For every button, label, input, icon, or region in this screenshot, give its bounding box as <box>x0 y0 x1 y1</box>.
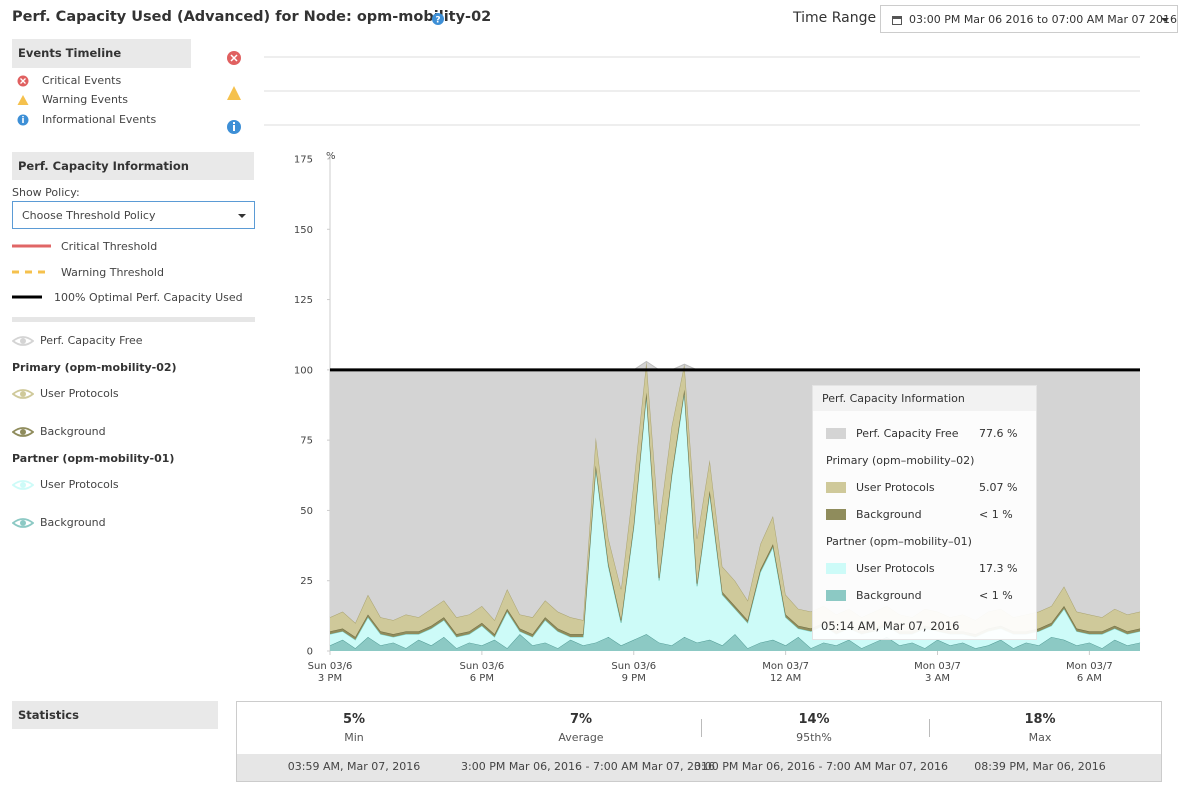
tooltip-label: Background <box>856 589 922 602</box>
stat-time: 3:00 PM Mar 06, 2016 - 7:00 AM Mar 07, 2… <box>461 760 701 773</box>
tooltip-value: 17.3 % <box>979 562 1017 575</box>
tooltip-title: Perf. Capacity Information <box>813 386 1036 411</box>
tooltip: Perf. Capacity Information Perf. Capacit… <box>812 385 1037 640</box>
x-tick-label: 3 AM <box>925 673 950 684</box>
stat-value: 14% <box>694 712 934 727</box>
tooltip-group: Partner (opm–mobility–01) <box>826 535 972 548</box>
y-tick-label: 175 <box>294 155 313 166</box>
y-tick-label: 125 <box>294 295 313 306</box>
tooltip-label: User Protocols <box>856 562 935 575</box>
y-tick-label: 0 <box>307 647 313 658</box>
swatch <box>826 590 846 601</box>
statistics-header: Statistics <box>12 701 218 729</box>
stat-value: 18% <box>920 712 1160 727</box>
tooltip-group: Primary (opm–mobility–02) <box>826 454 974 467</box>
x-tick-label: Mon 03/7 <box>1066 661 1113 672</box>
stat-time: 08:39 PM, Mar 06, 2016 <box>920 760 1160 773</box>
stat-value: 7% <box>461 712 701 727</box>
y-tick-label: 75 <box>300 436 313 447</box>
swatch <box>826 509 846 520</box>
stat-label: Max <box>920 731 1160 744</box>
stat-label: Average <box>461 731 701 744</box>
timeline-icons <box>227 51 241 134</box>
tooltip-value: < 1 % <box>979 508 1013 521</box>
tooltip-value: 77.6 % <box>979 427 1017 440</box>
y-tick-label: 150 <box>294 225 313 236</box>
y-unit: % <box>326 151 336 162</box>
swatch <box>826 428 846 439</box>
swatch <box>826 563 846 574</box>
stat-time: 3:00 PM Mar 06, 2016 - 7:00 AM Mar 07, 2… <box>694 760 934 773</box>
x-tick-label: 9 PM <box>622 673 646 684</box>
tooltip-label: User Protocols <box>856 481 935 494</box>
y-tick-label: 25 <box>300 576 313 587</box>
stat-label: 95th% <box>694 731 934 744</box>
swatch <box>826 482 846 493</box>
tooltip-label: Perf. Capacity Free <box>856 427 959 440</box>
tooltip-value: 5.07 % <box>979 481 1017 494</box>
x-tick-label: Mon 03/7 <box>762 661 809 672</box>
stat-value: 5% <box>234 712 474 727</box>
y-tick-label: 50 <box>300 506 313 517</box>
x-tick-label: Sun 03/6 <box>460 661 505 672</box>
x-tick-label: Sun 03/6 <box>611 661 656 672</box>
tooltip-label: Background <box>856 508 922 521</box>
x-tick-label: Sun 03/6 <box>308 661 353 672</box>
x-tick-label: Mon 03/7 <box>914 661 961 672</box>
tooltip-time: 05:14 AM, Mar 07, 2016 <box>821 619 959 633</box>
x-tick-label: 12 AM <box>770 673 801 684</box>
x-tick-label: 6 PM <box>470 673 494 684</box>
stat-time: 03:59 AM, Mar 07, 2016 <box>234 760 474 773</box>
tooltip-value: < 1 % <box>979 589 1013 602</box>
y-tick-label: 100 <box>294 365 313 376</box>
stat-label: Min <box>234 731 474 744</box>
x-tick-label: 3 PM <box>318 673 342 684</box>
x-tick-label: 6 AM <box>1077 673 1102 684</box>
